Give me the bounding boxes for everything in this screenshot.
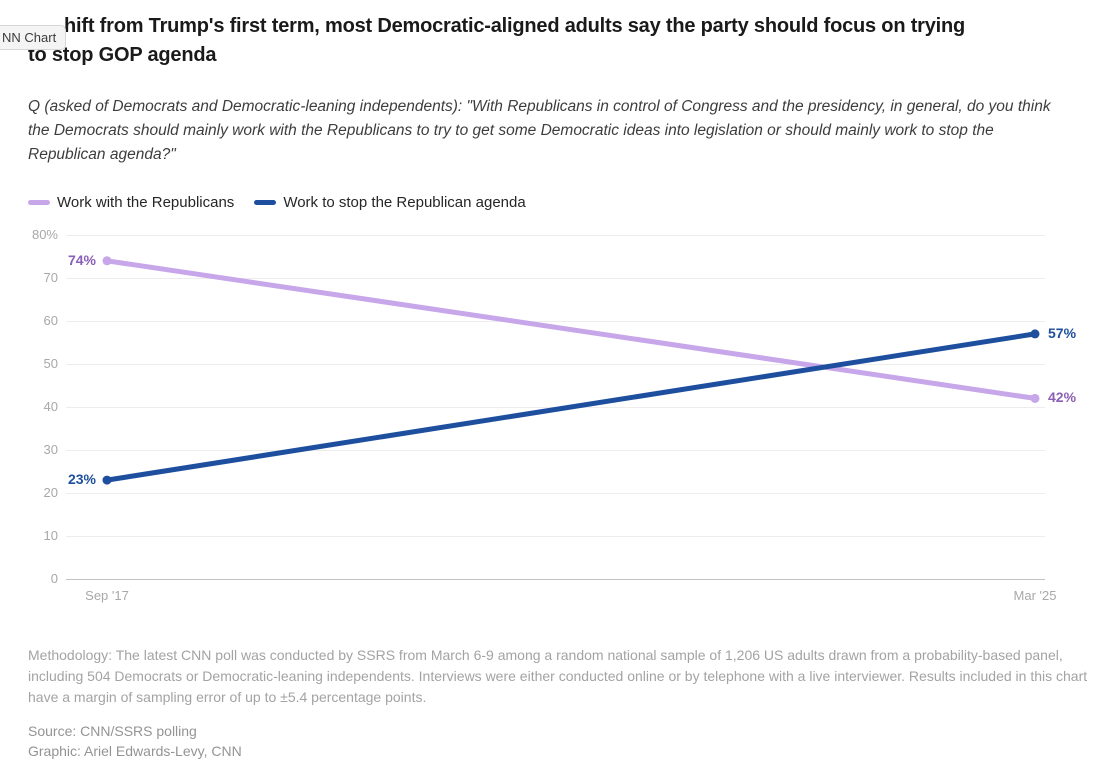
gridline-10 xyxy=(66,536,1045,537)
source-credit-block: Source: CNN/SSRS polling Graphic: Ariel … xyxy=(28,722,1063,761)
legend-label: Work with the Republicans xyxy=(57,194,235,211)
x-axis-tick-label: Sep '17 xyxy=(85,588,129,603)
poll-question-text: Q (asked of Democrats and Democratic-lea… xyxy=(28,98,1051,163)
series-line-1 xyxy=(104,331,1038,483)
page-title-line-1: hift from Trump's first term, most Democ… xyxy=(64,15,966,37)
source-line: Source: CNN/SSRS polling xyxy=(28,723,197,739)
gridline-30 xyxy=(66,450,1045,451)
legend-label: Work to stop the Republican agenda xyxy=(283,194,526,211)
data-label-end: 42% xyxy=(1048,389,1077,406)
data-point xyxy=(1030,329,1040,339)
chart-legend: Work with the Republicans Work to stop t… xyxy=(28,194,1099,211)
data-point xyxy=(102,475,112,485)
page-title-line-2: to stop GOP agenda xyxy=(28,44,217,66)
gridline-50 xyxy=(66,364,1045,365)
gridline-80 xyxy=(66,235,1045,236)
chart-canvas xyxy=(102,256,1040,485)
legend-line-swatch-blue xyxy=(254,200,277,205)
data-label-end: 57% xyxy=(1048,324,1077,341)
badge-label: NN Chart xyxy=(2,30,57,45)
data-point xyxy=(1030,393,1040,403)
data-label-start: 74% xyxy=(67,251,96,268)
y-axis-tick-label: 10 xyxy=(43,528,58,543)
page-title: hift from Trump's first term, most Democ… xyxy=(28,12,1073,70)
x-axis-tick-label: Mar '25 xyxy=(1013,588,1057,603)
y-axis-tick-label: 20 xyxy=(43,485,58,500)
y-axis-tick-label: 80% xyxy=(31,227,58,242)
cnn-chart-badge: NN Chart xyxy=(0,25,67,50)
y-axis-tick-label: 60 xyxy=(43,313,58,328)
graphic-credit-line: Graphic: Ariel Edwards-Levy, CNN xyxy=(28,742,242,759)
methodology-note: Methodology: The latest CNN poll was con… xyxy=(28,647,1088,705)
y-axis-tick-label: 40 xyxy=(43,399,58,414)
data-point xyxy=(102,256,112,266)
y-axis-tick-label: 30 xyxy=(43,442,58,457)
gridline-60 xyxy=(66,321,1045,322)
series-line-0 xyxy=(104,258,1038,401)
y-axis-tick-label: 50 xyxy=(43,356,58,371)
y-axis-tick-label: 0 xyxy=(50,571,58,586)
gridline-20 xyxy=(66,493,1045,494)
line-chart: 80% 70 60 50 40 30 20 10 0 74% 42% 23% 57% Sep '17 Mar… xyxy=(28,227,1094,619)
y-axis-tick-label: 70 xyxy=(43,270,58,285)
gridline-0 xyxy=(66,579,1045,580)
data-label-start: 23% xyxy=(67,471,96,488)
legend-item-work-with: Work with the Republicans xyxy=(28,194,234,211)
gridline-70 xyxy=(66,278,1045,279)
legend-line-swatch-purple xyxy=(28,200,50,205)
legend-item-work-to-stop: Work to stop the Republican agenda xyxy=(254,194,526,211)
